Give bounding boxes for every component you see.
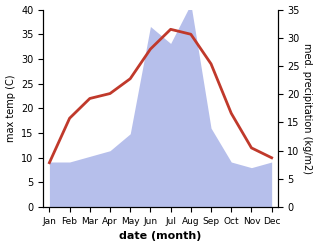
Y-axis label: med. precipitation (kg/m2): med. precipitation (kg/m2) — [302, 43, 313, 174]
X-axis label: date (month): date (month) — [119, 231, 202, 242]
Y-axis label: max temp (C): max temp (C) — [5, 75, 16, 142]
